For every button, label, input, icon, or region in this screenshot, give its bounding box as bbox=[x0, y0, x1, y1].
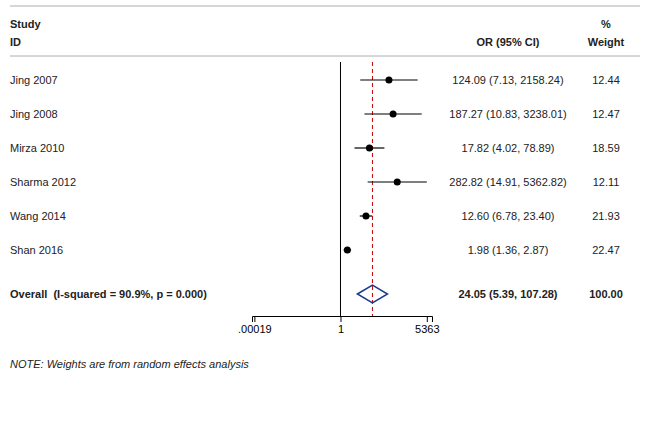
estimate-label: 124.09 (7.13, 2158.24) bbox=[452, 74, 563, 86]
tick: 1 bbox=[338, 316, 344, 335]
estimate-point bbox=[385, 77, 392, 84]
tick-label: 1 bbox=[338, 323, 344, 335]
weight-label: 18.59 bbox=[592, 142, 620, 154]
estimate-label: 282.82 (14.91, 5362.82) bbox=[449, 176, 566, 188]
study-label: Jing 2007 bbox=[10, 74, 58, 86]
header: Weight bbox=[588, 36, 625, 48]
study-label: Mirza 2010 bbox=[10, 142, 64, 154]
tick-mark bbox=[254, 316, 255, 322]
estimate-point bbox=[366, 145, 373, 152]
study-label: Wang 2014 bbox=[10, 210, 66, 222]
study-label: Shan 2016 bbox=[10, 244, 63, 256]
study-label: Sharma 2012 bbox=[10, 176, 76, 188]
tick: .00019 bbox=[238, 316, 272, 335]
separator bbox=[10, 56, 640, 57]
study-label: Jing 2008 bbox=[10, 108, 58, 120]
estimate-point bbox=[362, 213, 369, 220]
estimate-point bbox=[394, 179, 401, 186]
overall-diamond bbox=[357, 285, 387, 303]
x-axis: .00019 1 5363 bbox=[238, 316, 439, 335]
tick-label: .00019 bbox=[238, 323, 272, 335]
reference-line bbox=[372, 62, 373, 316]
header: Study bbox=[10, 18, 41, 30]
reference-line bbox=[340, 62, 341, 316]
tick-label: 5363 bbox=[415, 323, 439, 335]
estimate-point bbox=[344, 247, 351, 254]
headers: Study ID OR (95% CI)% Weight bbox=[10, 18, 625, 48]
separator bbox=[10, 6, 640, 7]
header: ID bbox=[10, 36, 21, 48]
note: NOTE: Weights are from random effects an… bbox=[10, 358, 249, 370]
weight-label: 21.93 bbox=[592, 210, 620, 222]
estimate-label: 24.05 (5.39, 107.28) bbox=[458, 288, 557, 300]
tick-mark bbox=[427, 316, 428, 322]
tick: 5363 bbox=[415, 316, 439, 335]
weight-label: 12.11 bbox=[593, 176, 620, 188]
chart: Study ID OR (95% CI)% Weight Jing 2007 124.09… bbox=[0, 0, 650, 444]
weight-label: 12.44 bbox=[592, 74, 620, 86]
plot-area bbox=[340, 62, 426, 316]
weight-label: 100.00 bbox=[589, 288, 623, 300]
estimate-label: 1.98 (1.36, 2.87) bbox=[468, 244, 549, 256]
axis-line bbox=[253, 317, 433, 323]
header: % bbox=[601, 18, 611, 30]
estimate-label: 17.82 (4.02, 78.89) bbox=[462, 142, 555, 154]
separators bbox=[10, 6, 640, 56]
weight-label: 22.47 bbox=[592, 244, 620, 256]
row-texts: Jing 2007 124.09 (7.13, 2158.24) 12.44 Jing… bbox=[10, 74, 623, 300]
estimate-label: 12.60 (6.78, 23.40) bbox=[462, 210, 555, 222]
tick-mark bbox=[340, 316, 341, 322]
weight-label: 12.47 bbox=[592, 108, 620, 120]
estimate-point bbox=[390, 111, 397, 118]
overall-label: Overall (I-squared = 90.9%, p = 0.000) bbox=[10, 288, 207, 300]
header: OR (95% CI) bbox=[477, 36, 540, 48]
estimate-label: 187.27 (10.83, 3238.01) bbox=[449, 108, 566, 120]
